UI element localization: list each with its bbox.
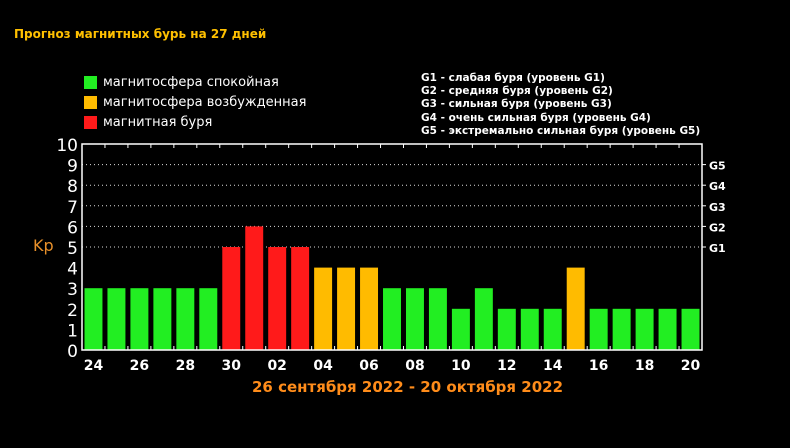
bar-30 [222,247,241,350]
g-level-label: G1 [709,242,726,255]
page-title: Прогноз магнитных бурь на 27 дней [14,27,267,41]
y-tick-label: 10 [56,136,78,156]
bar-29 [199,288,218,350]
bar-20 [681,308,700,350]
x-tick-label: 20 [681,358,701,374]
y-tick-label: 4 [67,260,78,280]
x-tick-label: 30 [222,358,242,374]
g4-description: G4 - очень сильная буря (уровень G4) [421,111,651,124]
x-tick-label: 10 [451,358,471,374]
bar-25 [107,288,126,350]
x-tick-label: 02 [267,358,286,374]
y-tick-label: 9 [67,157,78,177]
x-tick-label: 04 [313,358,333,374]
bar-07 [383,288,401,350]
x-tick-label: 06 [359,358,378,374]
legend-label: магнитная буря [103,114,213,130]
bar-02 [268,247,287,350]
bar-03 [291,247,310,350]
y-axis-label: Kp [33,236,54,255]
bar-04 [314,267,333,350]
x-tick-label: 14 [543,358,563,374]
yellow-swatch-icon [84,95,97,109]
g-level-label: G5 [709,160,726,173]
bar-28 [176,288,195,350]
x-tick-label: 26 [130,358,149,374]
g-level-legend: G1 - слабая буря (уровень G1) G2 - средн… [421,72,700,138]
legend-quiet: магнитосфера спокойная [84,72,306,92]
g-level-label: G3 [709,201,726,214]
legend-active: магнитосфера возбужденная [84,92,306,112]
legend-label: магнитосфера возбужденная [103,94,307,110]
g5-description: G5 - экстремально сильная буря (уровень … [421,124,701,137]
g-level-label: G2 [709,221,726,234]
bar-10 [451,308,470,350]
bar-05 [337,267,356,350]
y-tick-label: 2 [67,301,78,321]
bar-13 [520,308,539,350]
bar-11 [474,288,493,350]
x-tick-label: 24 [84,358,104,374]
x-tick-label: 18 [635,358,654,374]
bar-08 [405,288,424,350]
y-tick-label: 1 [67,321,78,341]
x-tick-label: 12 [497,358,516,374]
x-tick-label: 28 [176,358,195,374]
bar-18 [635,308,654,350]
x-axis-label: 26 сентября 2022 - 20 октября 2022 [251,378,564,396]
g-level-label: G4 [709,180,726,193]
bar-09 [428,288,447,350]
x-tick-label: 08 [405,358,424,374]
bar-01 [245,226,264,350]
y-tick-label: 7 [67,198,78,218]
bar-06 [360,267,379,350]
y-tick-label: 6 [67,218,78,238]
y-tick-label: 8 [67,177,78,197]
legend-label: магнитосфера спокойная [103,74,279,90]
bar-15 [566,267,585,350]
y-tick-label: 3 [67,280,78,300]
bar-16 [589,308,608,350]
legend-storm: магнитная буря [84,112,306,132]
red-swatch-icon [84,115,97,129]
color-legend: магнитосфера спокойная магнитосфера возб… [84,72,306,132]
y-tick-label: 0 [67,342,78,362]
x-tick-label: 16 [589,358,608,374]
g3-description: G3 - сильная буря (уровень G3) [421,98,612,111]
bar-19 [658,308,677,350]
green-swatch-icon [84,75,97,89]
bar-26 [130,288,149,350]
bar-14 [543,308,562,350]
bar-24 [84,288,103,350]
bar-12 [497,308,516,350]
g1-description: G1 - слабая буря (уровень G1) [421,72,605,84]
g2-description: G2 - средняя буря (уровень G2) [421,85,613,98]
bar-27 [153,288,172,350]
bar-17 [612,308,631,350]
y-tick-label: 5 [67,239,78,259]
